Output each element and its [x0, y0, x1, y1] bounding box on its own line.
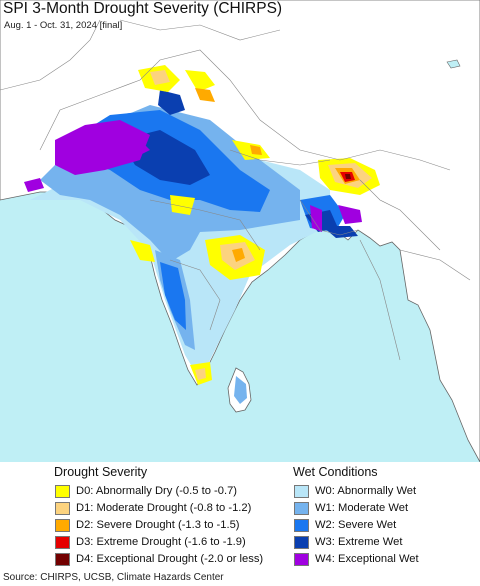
legend-swatch-w2 [294, 518, 309, 532]
legend-swatch-w0 [294, 484, 309, 498]
legend-item-d1: D1: Moderate Drought (-0.8 to -1.2) [55, 500, 251, 516]
legend-swatch-d1 [55, 501, 70, 515]
map-subtitle: Aug. 1 - Oct. 31, 2024 [final] [4, 20, 123, 31]
legend-label-d0: D0: Abnormally Dry (-0.5 to -0.7) [76, 485, 238, 497]
legend-swatch-w3 [294, 535, 309, 549]
legend-swatch-d0 [55, 484, 70, 498]
legend-swatch-d2 [55, 518, 70, 532]
sri-lanka-wet [234, 376, 247, 404]
wet-anomalies [24, 90, 362, 380]
legend-swatch-w1 [294, 501, 309, 515]
legend-item-d4: D4: Exceptional Drought (-2.0 or less) [55, 551, 263, 567]
drought-map: SPI 3-Month Drought Severity (CHIRPS) Au… [0, 0, 480, 462]
legend-item-w4: W4: Exceptional Wet [294, 551, 419, 567]
legend-label-w4: W4: Exceptional Wet [315, 553, 419, 565]
legend-label-d1: D1: Moderate Drought (-0.8 to -1.2) [76, 502, 252, 514]
legend-swatch-w4 [294, 552, 309, 566]
map-title: SPI 3-Month Drought Severity (CHIRPS) [3, 0, 283, 17]
legend-label-w0: W0: Abnormally Wet [315, 485, 417, 497]
legend-label-d3: D3: Extreme Drought (-1.6 to -1.9) [76, 536, 246, 548]
legend-swatch-d4 [55, 552, 70, 566]
legend-swatch-d3 [55, 535, 70, 549]
legend-item-w1: W1: Moderate Wet [294, 500, 408, 516]
legend-item-d2: D2: Severe Drought (-1.3 to -1.5) [55, 517, 240, 533]
wet-legend-heading: Wet Conditions [293, 465, 378, 479]
legend-item-d3: D3: Extreme Drought (-1.6 to -1.9) [55, 534, 246, 550]
legend-item-w2: W2: Severe Wet [294, 517, 396, 533]
map-canvas [0, 0, 480, 462]
legend-item-w0: W0: Abnormally Wet [294, 483, 416, 499]
legend-item-d0: D0: Abnormally Dry (-0.5 to -0.7) [55, 483, 237, 499]
source-credit: Source: CHIRPS, UCSB, Climate Hazards Ce… [3, 572, 224, 583]
lake [446, 59, 461, 69]
drought-legend-heading: Drought Severity [54, 465, 148, 479]
legend-label-d2: D2: Severe Drought (-1.3 to -1.5) [76, 519, 240, 531]
legend-item-w3: W3: Extreme Wet [294, 534, 402, 550]
legend-label-w3: W3: Extreme Wet [315, 536, 403, 548]
legend-label-d4: D4: Exceptional Drought (-2.0 or less) [76, 553, 264, 565]
legend-label-w2: W2: Severe Wet [315, 519, 397, 531]
legend: Drought Severity Wet Conditions D0: Abno… [0, 462, 480, 572]
borders [0, 19, 471, 361]
legend-label-w1: W1: Moderate Wet [315, 502, 409, 514]
